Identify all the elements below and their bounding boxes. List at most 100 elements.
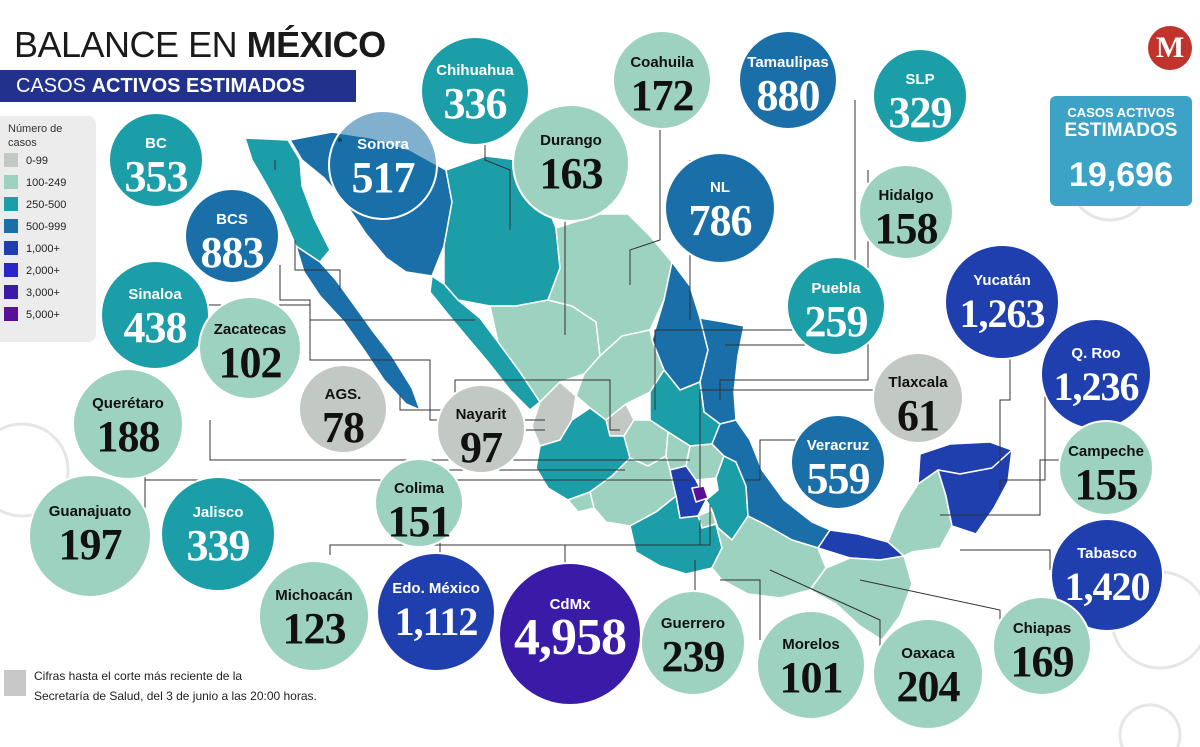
- state-bubble: BCS 883: [184, 188, 280, 284]
- state-value: 155: [1074, 460, 1139, 509]
- legend-item: 250-500: [4, 196, 66, 214]
- state-bubble: Guanajuato 197: [28, 474, 152, 598]
- state-value: 172: [630, 71, 695, 120]
- state-bubble: NL 786: [664, 152, 776, 264]
- state-bubble: Chihuahua 336: [420, 36, 530, 146]
- state-name: Zacatecas: [213, 321, 287, 338]
- state-value: 1,263: [959, 291, 1046, 336]
- state-value: 78: [322, 403, 365, 452]
- state-value: 102: [218, 338, 283, 387]
- state-name: Veracruz: [806, 437, 870, 454]
- state-value: 204: [896, 662, 961, 711]
- state-value: 559: [806, 454, 871, 503]
- state-value: 169: [1010, 637, 1075, 686]
- legend-swatch: [4, 241, 18, 255]
- state-name: BC: [145, 135, 167, 152]
- legend-swatch: [4, 263, 18, 277]
- state-value: 4,958: [514, 609, 627, 666]
- state-name: Puebla: [811, 280, 861, 297]
- page-subtitle: CASOS ACTIVOS ESTIMADOS: [0, 70, 356, 102]
- state-value: 239: [661, 632, 726, 681]
- legend-title: Número de casos: [8, 123, 63, 149]
- legend-item: 1,000+: [4, 240, 60, 258]
- page-title: BALANCE EN MÉXICO: [14, 24, 386, 65]
- state-name: Chihuahua: [436, 62, 514, 79]
- state-bubble: SLP 329: [872, 48, 968, 144]
- state-name: Sonora: [357, 136, 409, 153]
- state-value: 158: [874, 204, 939, 253]
- state-bubble: Morelos 101: [756, 610, 866, 720]
- state-value: 259: [804, 297, 869, 346]
- state-bubble: AGS. 78: [298, 364, 388, 454]
- state-bubble: Hidalgo 158: [858, 164, 954, 260]
- state-name: Coahuila: [630, 54, 694, 71]
- source-note: Cifras hasta el corte más reciente de la…: [34, 669, 317, 703]
- state-name: Yucatán: [973, 272, 1031, 289]
- state-value: 101: [779, 653, 844, 702]
- legend-item: 5,000+: [4, 306, 60, 324]
- state-name: BCS: [216, 211, 248, 228]
- state-name: Sinaloa: [128, 286, 182, 303]
- legend-item: 3,000+: [4, 284, 60, 302]
- legend-item: 500-999: [4, 218, 66, 236]
- state-name: SLP: [905, 71, 935, 88]
- legend-item: 2,000+: [4, 262, 60, 280]
- state-bubble: Campeche 155: [1058, 420, 1154, 516]
- state-name: Chiapas: [1012, 620, 1072, 637]
- state-name: Tlaxcala: [888, 374, 948, 391]
- legend-swatch: [4, 285, 18, 299]
- total-label: CASOS ACTIVOS: [1067, 105, 1175, 120]
- state-name: Durango: [540, 132, 602, 149]
- state-value: 1,112: [394, 599, 479, 644]
- state-name: Campeche: [1068, 443, 1144, 460]
- state-bubble: Chiapas 169: [992, 596, 1092, 696]
- state-value: 197: [58, 520, 123, 569]
- state-name: Colima: [393, 480, 444, 497]
- total-value: 19,696: [1069, 156, 1173, 194]
- state-value: 151: [387, 497, 452, 546]
- state-value: 517: [351, 153, 416, 202]
- state-name: Nayarit: [455, 406, 507, 423]
- legend: Número de casos 0-99 100-249 250-500 500…: [0, 116, 96, 342]
- state-value: 61: [897, 391, 940, 440]
- state-value: 1,236: [1053, 364, 1140, 409]
- total-label-2: ESTIMADOS: [1064, 120, 1178, 141]
- state-name: Tabasco: [1077, 545, 1137, 562]
- state-bubble: Nayarit 97: [436, 384, 526, 474]
- state-bubble: CdMx 4,958: [498, 562, 642, 706]
- state-bubble: Michoacán 123: [258, 560, 370, 672]
- state-bubble: Oaxaca 204: [872, 618, 984, 730]
- legend-swatch: [4, 153, 18, 167]
- state-name: Edo. México: [392, 580, 480, 597]
- legend-item: 0-99: [4, 152, 48, 170]
- state-bubble: Edo. México 1,112: [376, 552, 496, 672]
- state-value: 336: [443, 79, 508, 128]
- state-name: Jalisco: [192, 504, 244, 521]
- state-name: Hidalgo: [878, 187, 934, 204]
- state-bubble: Sinaloa 438: [100, 260, 210, 370]
- state-bubble: Querétaro 188: [72, 368, 184, 480]
- legend-item: 100-249: [4, 174, 66, 192]
- state-name: Michoacán: [275, 587, 353, 604]
- legend-swatch: [4, 307, 18, 321]
- state-name: Q. Roo: [1071, 345, 1121, 362]
- state-value: 880: [756, 71, 821, 120]
- state-value: 438: [123, 303, 188, 352]
- state-name: CdMx: [549, 596, 591, 613]
- state-bubble: Colima 151: [374, 458, 464, 548]
- state-value: 329: [888, 88, 953, 137]
- state-value: 188: [96, 412, 161, 461]
- total-cases-box: CASOS ACTIVOS ESTIMADOS 19,696: [1050, 96, 1192, 206]
- state-name: Oaxaca: [901, 645, 955, 662]
- legend-swatch: [4, 219, 18, 233]
- state-bubble: Puebla 259: [786, 256, 886, 356]
- milenio-logo: M: [1148, 26, 1192, 70]
- state-name: AGS.: [324, 386, 362, 403]
- state-bubble: Guerrero 239: [640, 590, 746, 696]
- state-bubble: Q. Roo 1,236: [1040, 318, 1152, 430]
- state-bubble: Jalisco 339: [160, 476, 276, 592]
- state-value: 883: [200, 228, 265, 277]
- state-bubble: Sonora 517: [328, 110, 438, 220]
- state-value: 163: [539, 149, 604, 198]
- state-value: 339: [186, 521, 251, 570]
